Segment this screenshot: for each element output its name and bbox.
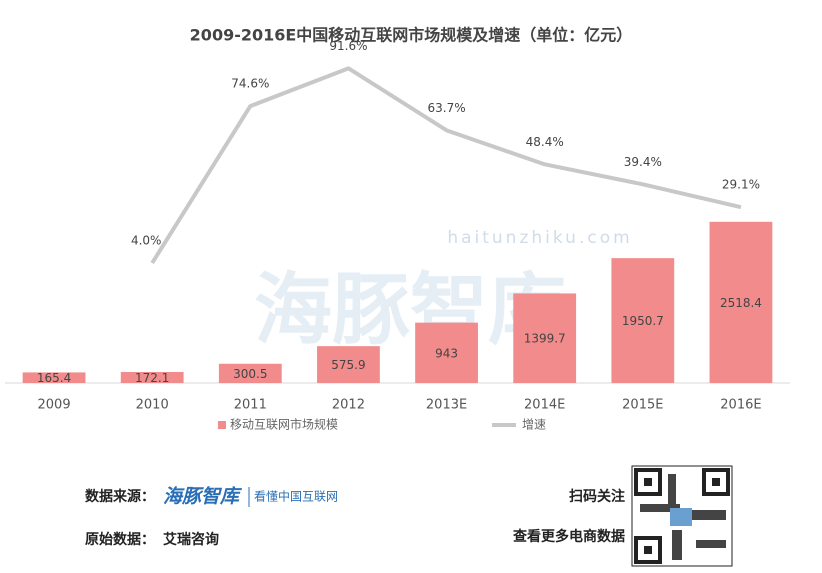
x-tick-label: 2013E bbox=[426, 398, 467, 413]
legend-swatch bbox=[218, 421, 226, 429]
data-label: 172.1 bbox=[135, 371, 169, 385]
watermark-domain: haitunzhiku.com bbox=[447, 228, 632, 248]
origin: 艾瑞咨询 bbox=[163, 531, 219, 548]
line bbox=[150, 66, 742, 265]
data-label: 91.6% bbox=[329, 39, 367, 53]
x-tick-label: 2012 bbox=[332, 398, 365, 413]
data-label: 300.5 bbox=[233, 367, 267, 381]
bar bbox=[120, 371, 184, 383]
data-label: 575.9 bbox=[331, 358, 365, 372]
qr-code bbox=[631, 465, 733, 567]
data-label: 48.4% bbox=[526, 135, 564, 149]
data-label: 943 bbox=[435, 346, 458, 360]
legend-label: 移动互联网市场规模 bbox=[230, 417, 338, 432]
qr-caption: 查看更多电商数据 bbox=[513, 528, 625, 545]
origin-label: 原始数据： bbox=[85, 531, 155, 548]
qr-caption: 扫码关注 bbox=[569, 488, 625, 505]
bar bbox=[415, 322, 478, 383]
bar bbox=[317, 346, 380, 383]
x-tick-label: 2010 bbox=[136, 398, 169, 413]
x-tick-label: 2015E bbox=[622, 398, 663, 413]
data-label: 165.4 bbox=[37, 371, 71, 385]
data-label: 1950.7 bbox=[622, 314, 664, 328]
data-label: 74.6% bbox=[231, 77, 269, 91]
data-label: 4.0% bbox=[131, 234, 162, 248]
bar bbox=[513, 293, 577, 383]
x-tick-label: 2011 bbox=[234, 398, 267, 413]
data-label: 29.1% bbox=[722, 178, 760, 192]
data-label: 63.7% bbox=[428, 101, 466, 115]
bar bbox=[611, 258, 675, 383]
source-label: 数据来源： bbox=[85, 488, 155, 505]
data-label: 39.4% bbox=[624, 155, 662, 169]
x-tick-label: 2014E bbox=[524, 398, 565, 413]
data-label: 1399.7 bbox=[524, 332, 566, 346]
logo-name: 海豚智库 bbox=[163, 486, 243, 508]
bar bbox=[218, 363, 282, 383]
data-label: 2518.4 bbox=[720, 296, 762, 310]
legend-label: 增速 bbox=[522, 418, 546, 432]
x-tick-label: 2016E bbox=[720, 398, 761, 413]
logo-slogan: 看懂中国互联网 bbox=[254, 489, 338, 504]
chart-title: 2009-2016E中国移动互联网市场规模及增速（单位：亿元） bbox=[190, 26, 633, 45]
bar bbox=[709, 221, 773, 383]
x-tick-label: 2009 bbox=[38, 398, 71, 413]
bar bbox=[22, 372, 86, 383]
